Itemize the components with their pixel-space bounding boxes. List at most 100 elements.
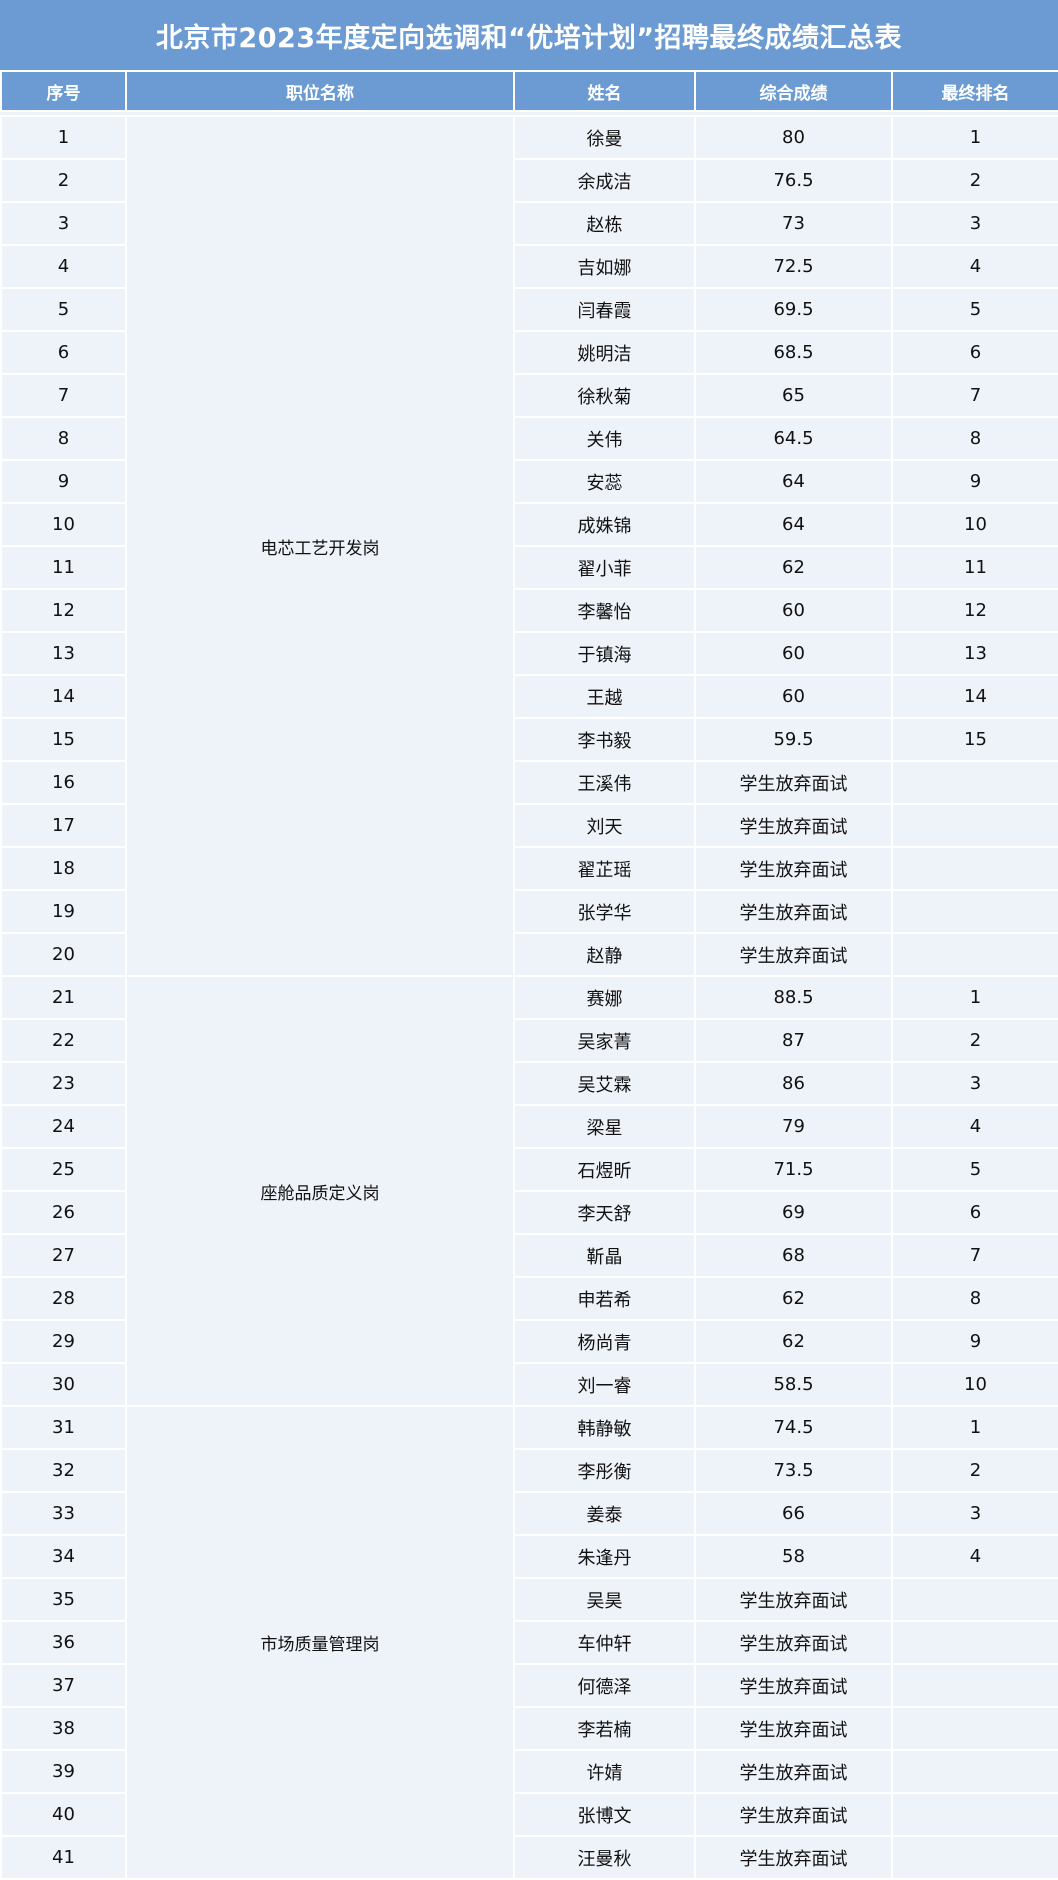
- table-row: 37 何德泽 学生放弃面试: [0, 1663, 1058, 1708]
- table-row: 23 吴艾霖 86 3: [0, 1061, 1058, 1106]
- composite-score: 学生放弃面试: [694, 1749, 893, 1794]
- table-row: 20 赵静 学生放弃面试: [0, 932, 1058, 977]
- table-row: 5 闫春霞 69.5 5: [0, 287, 1058, 332]
- table-row: 8 关伟 64.5 8: [0, 416, 1058, 461]
- final-rank: 3: [891, 1491, 1058, 1536]
- candidate-name: 朱逢丹: [513, 1534, 696, 1579]
- candidate-name: 石煜昕: [513, 1147, 696, 1192]
- row-number: 19: [0, 889, 127, 934]
- composite-score: 80: [694, 115, 893, 160]
- composite-score: 学生放弃面试: [694, 1792, 893, 1837]
- table-row: 18 翟芷瑶 学生放弃面试: [0, 846, 1058, 891]
- row-number: 39: [0, 1749, 127, 1794]
- candidate-name: 吴家菁: [513, 1018, 696, 1063]
- row-number: 2: [0, 158, 127, 203]
- final-rank: 1: [891, 115, 1058, 160]
- row-number: 20: [0, 932, 127, 977]
- final-rank: [891, 932, 1058, 977]
- table-row: 35 吴昊 学生放弃面试: [0, 1577, 1058, 1622]
- final-rank: 5: [891, 1147, 1058, 1192]
- table-row: 9 安蕊 64 9: [0, 459, 1058, 504]
- row-number: 7: [0, 373, 127, 418]
- row-number: 40: [0, 1792, 127, 1837]
- composite-score: 学生放弃面试: [694, 1620, 893, 1665]
- position-name: 电芯工艺开发岗: [125, 115, 515, 977]
- candidate-name: 梁星: [513, 1104, 696, 1149]
- final-rank: 12: [891, 588, 1058, 633]
- table-row: 2 余成洁 76.5 2: [0, 158, 1058, 203]
- composite-score: 学生放弃面试: [694, 1663, 893, 1708]
- header-score: 综合成绩: [694, 70, 893, 112]
- row-number: 18: [0, 846, 127, 891]
- composite-score: 学生放弃面试: [694, 846, 893, 891]
- candidate-name: 闫春霞: [513, 287, 696, 332]
- composite-score: 87: [694, 1018, 893, 1063]
- table-row: 7 徐秋菊 65 7: [0, 373, 1058, 418]
- composite-score: 73.5: [694, 1448, 893, 1493]
- header-no: 序号: [0, 70, 127, 112]
- row-number: 4: [0, 244, 127, 289]
- table-row: 27 靳晶 68 7: [0, 1233, 1058, 1278]
- candidate-name: 杨尚青: [513, 1319, 696, 1364]
- row-number: 17: [0, 803, 127, 848]
- row-number: 6: [0, 330, 127, 375]
- row-number: 35: [0, 1577, 127, 1622]
- composite-score: 69: [694, 1190, 893, 1235]
- final-rank: 7: [891, 1233, 1058, 1278]
- table-row: 11 翟小菲 62 11: [0, 545, 1058, 590]
- table-row: 34 朱逢丹 58 4: [0, 1534, 1058, 1579]
- row-number: 21: [0, 975, 127, 1020]
- candidate-name: 李天舒: [513, 1190, 696, 1235]
- candidate-name: 姚明洁: [513, 330, 696, 375]
- table-row: 33 姜泰 66 3: [0, 1491, 1058, 1536]
- row-number: 15: [0, 717, 127, 762]
- row-number: 32: [0, 1448, 127, 1493]
- row-number: 34: [0, 1534, 127, 1579]
- composite-score: 学生放弃面试: [694, 889, 893, 934]
- table-row: 15 李书毅 59.5 15: [0, 717, 1058, 762]
- composite-score: 68.5: [694, 330, 893, 375]
- final-rank: 9: [891, 1319, 1058, 1364]
- table-row: 31 市场质量管理岗 韩静敏 74.5 1: [0, 1405, 1058, 1880]
- table-row: 29 杨尚青 62 9: [0, 1319, 1058, 1364]
- table-row: 36 车仲轩 学生放弃面试: [0, 1620, 1058, 1665]
- composite-score: 65: [694, 373, 893, 418]
- composite-score: 58: [694, 1534, 893, 1579]
- final-rank: 5: [891, 287, 1058, 332]
- candidate-name: 王越: [513, 674, 696, 719]
- final-rank: 6: [891, 330, 1058, 375]
- final-rank: 2: [891, 158, 1058, 203]
- candidate-name: 赵栋: [513, 201, 696, 246]
- candidate-name: 李彤衡: [513, 1448, 696, 1493]
- final-rank: 10: [891, 1362, 1058, 1407]
- composite-score: 学生放弃面试: [694, 760, 893, 805]
- final-rank: 8: [891, 1276, 1058, 1321]
- row-number: 22: [0, 1018, 127, 1063]
- row-number: 26: [0, 1190, 127, 1235]
- final-rank: 11: [891, 545, 1058, 590]
- composite-score: 62: [694, 1319, 893, 1364]
- row-number: 5: [0, 287, 127, 332]
- row-number: 25: [0, 1147, 127, 1192]
- header-name: 姓名: [513, 70, 696, 112]
- table-row: 24 梁星 79 4: [0, 1104, 1058, 1149]
- row-number: 13: [0, 631, 127, 676]
- table-row: 26 李天舒 69 6: [0, 1190, 1058, 1235]
- candidate-name: 韩静敏: [513, 1405, 696, 1450]
- candidate-name: 翟芷瑶: [513, 846, 696, 891]
- final-rank: [891, 1835, 1058, 1880]
- final-rank: 15: [891, 717, 1058, 762]
- row-number: 1: [0, 115, 127, 160]
- final-rank: [891, 1792, 1058, 1837]
- final-rank: [891, 1706, 1058, 1751]
- results-table: 序号 职位名称 姓名 综合成绩 最终排名 1 电芯工艺开发岗 徐曼 80 1 2 余成洁 76…: [0, 70, 1058, 1880]
- row-number: 28: [0, 1276, 127, 1321]
- position-name: 座舱品质定义岗: [125, 975, 515, 1407]
- row-number: 30: [0, 1362, 127, 1407]
- final-rank: [891, 803, 1058, 848]
- row-number: 3: [0, 201, 127, 246]
- row-number: 41: [0, 1835, 127, 1880]
- candidate-name: 成姝锦: [513, 502, 696, 547]
- composite-score: 73: [694, 201, 893, 246]
- composite-score: 62: [694, 1276, 893, 1321]
